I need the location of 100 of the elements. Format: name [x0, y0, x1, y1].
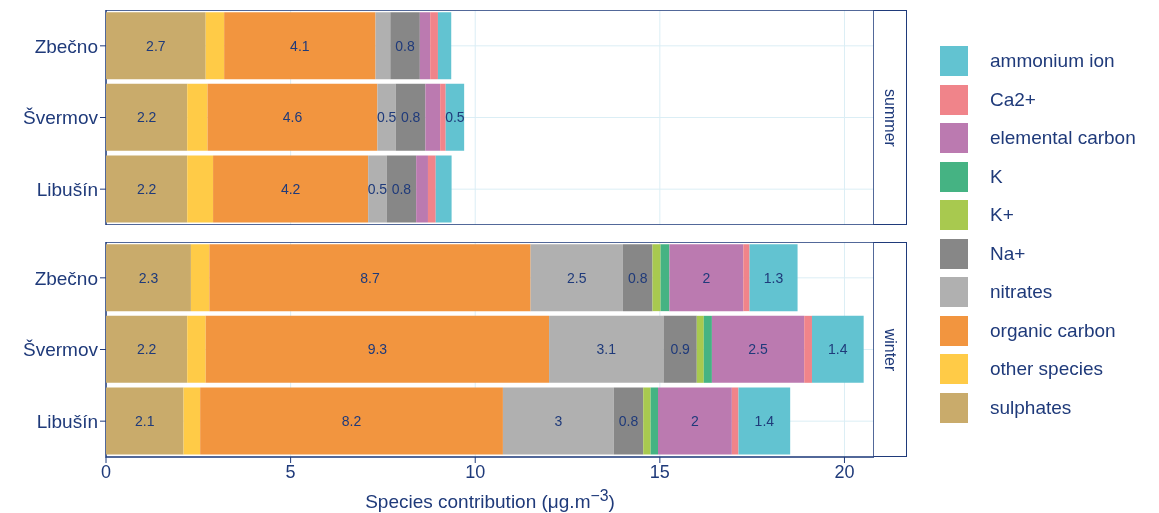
legend-label: elemental carbon: [990, 127, 1136, 150]
legend-label: ammonium ion: [990, 50, 1115, 73]
data-label: 2: [691, 412, 700, 429]
data-label: 2.1: [135, 412, 155, 429]
legend-label: Ca2+: [990, 88, 1036, 111]
bar: [106, 315, 188, 383]
data-label: 1.4: [754, 412, 775, 429]
bar: [643, 387, 651, 455]
bar: [183, 387, 201, 455]
bar: [711, 315, 805, 383]
bar: [190, 244, 210, 312]
legend-label: K+: [990, 204, 1014, 227]
data-label: 0.8: [400, 109, 421, 126]
data-label: 2.5: [748, 341, 768, 358]
bar: [386, 155, 417, 223]
data-label: 3.1: [596, 341, 617, 358]
bar: [703, 315, 712, 383]
bar: [425, 83, 441, 151]
legend-label: organic carbon: [990, 319, 1116, 342]
bar: [811, 315, 864, 383]
bar: [205, 315, 550, 383]
y-tick-label: Libušín: [36, 178, 98, 200]
data-label: 2.5: [567, 269, 587, 286]
bar: [419, 12, 431, 80]
bar: [437, 12, 452, 80]
data-label: 2: [702, 269, 711, 286]
bar: [213, 155, 369, 223]
bar: [430, 12, 438, 80]
data-label: 2.2: [136, 109, 157, 126]
y-tick-label: Zbečno: [34, 267, 98, 289]
bar: [613, 387, 644, 455]
bar: [187, 315, 206, 383]
bar: [106, 155, 188, 223]
bar: [106, 387, 184, 455]
legend-label: sulphates: [990, 396, 1072, 419]
bar: [187, 83, 208, 151]
bar: [435, 155, 452, 223]
bar: [200, 387, 503, 455]
bar: [660, 244, 670, 312]
bar: [207, 83, 378, 151]
bar: [205, 12, 225, 80]
bar: [663, 315, 697, 383]
bar: [375, 12, 391, 80]
data-label: 1.4: [828, 341, 848, 358]
bar: [669, 244, 744, 312]
data-label: 8.2: [341, 412, 362, 429]
y-tick-label: Zbečno: [34, 35, 98, 57]
text: summer: [881, 88, 899, 147]
data-label: 4.6: [282, 109, 303, 126]
bar: [650, 387, 658, 455]
bar: [368, 155, 387, 223]
x-axis-title: Species contribution (μg.m$^{−3}$): [364, 487, 616, 513]
legend-label: K: [990, 165, 1003, 188]
x-tick-label: 5: [285, 461, 296, 482]
bar: [209, 244, 531, 312]
data-label: 0.9: [670, 341, 691, 358]
text: winter: [881, 328, 899, 371]
x-tick-label: 10: [465, 461, 486, 482]
data-label: 0.8: [627, 269, 648, 286]
bar: [395, 83, 426, 151]
bar: [187, 155, 214, 223]
bar: [106, 83, 188, 151]
x-tick-label: 0: [100, 461, 112, 482]
data-label: 4.1: [290, 37, 310, 54]
bar: [731, 387, 739, 455]
bar: [738, 387, 791, 455]
x-tick-label: 15: [649, 461, 670, 482]
y-tick-label: Švermov: [23, 339, 99, 361]
legend-label: Na+: [990, 242, 1026, 265]
data-label: 0.8: [618, 412, 639, 429]
bar: [749, 244, 798, 312]
data-label: 2.2: [136, 341, 157, 358]
x-tick-label: 20: [834, 461, 855, 482]
bar: [106, 12, 206, 80]
data-label: 4.2: [280, 180, 301, 197]
bar: [530, 244, 623, 312]
bar: [622, 244, 653, 312]
data-label: 2.7: [146, 37, 166, 54]
bar: [502, 387, 614, 455]
bar: [377, 83, 396, 151]
data-label: 1.3: [763, 269, 784, 286]
bar: [390, 12, 420, 80]
data-label: 9.3: [367, 341, 388, 358]
bar: [658, 387, 732, 455]
data-label: 2.3: [138, 269, 159, 286]
data-label: 0.5: [376, 109, 397, 126]
bar: [804, 315, 812, 383]
y-tick-label: Libušín: [36, 410, 98, 432]
data-label: 8.7: [360, 269, 380, 286]
y-tick-label: Švermov: [23, 107, 99, 129]
bar: [743, 244, 750, 312]
bar: [440, 83, 446, 151]
legend-label: other species: [990, 358, 1104, 381]
legend-label: nitrates: [990, 281, 1053, 304]
data-label: 0.5: [367, 180, 388, 197]
data-label: 0.8: [395, 37, 416, 54]
data-label: 2.2: [136, 180, 157, 197]
bar: [427, 155, 436, 223]
data-label: 0.8: [391, 180, 412, 197]
bar: [416, 155, 428, 223]
